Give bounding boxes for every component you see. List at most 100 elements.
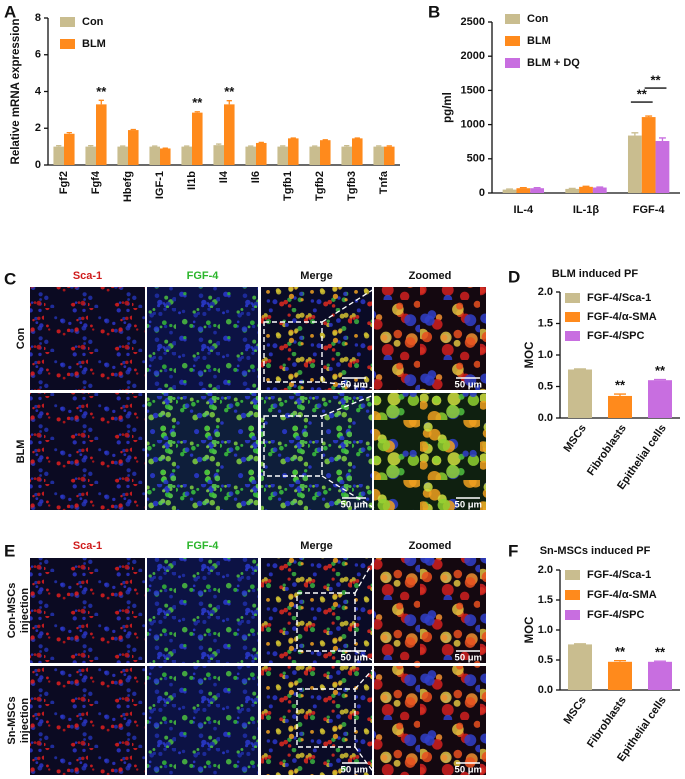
significance: ** — [96, 84, 107, 99]
bar — [288, 138, 299, 165]
zoom-guide — [354, 559, 375, 594]
error-bar — [614, 393, 626, 396]
legend-label: FGF-4/Sca-1 — [587, 569, 651, 581]
legend-label: Con — [527, 13, 549, 25]
micrograph — [374, 666, 486, 775]
legend-label: BLM — [527, 35, 551, 47]
error-bar — [654, 378, 666, 381]
bar — [608, 395, 632, 418]
y-axis-label: Relative mRNA expression — [10, 19, 22, 165]
zoom-guide — [354, 667, 375, 690]
error-bar — [226, 100, 232, 105]
zoom-guide — [321, 394, 375, 417]
bar — [516, 188, 531, 193]
column-header: Merge — [300, 540, 332, 552]
micrograph — [261, 666, 372, 775]
x-tick-label: IL-1β — [573, 204, 600, 216]
error-bar — [312, 145, 318, 147]
bar — [160, 148, 171, 165]
significance: ** — [192, 95, 203, 110]
zoom-guide — [354, 746, 375, 774]
legend-swatch — [565, 331, 580, 341]
y-tick-label: 1500 — [461, 84, 485, 96]
micrograph — [30, 666, 145, 775]
error-bar — [386, 145, 392, 147]
bar — [502, 189, 517, 193]
error-bar — [654, 660, 666, 662]
bar — [655, 141, 670, 193]
column-header: Sca-1 — [73, 270, 102, 282]
micrograph — [147, 393, 258, 510]
error-bar — [248, 145, 254, 147]
error-bar — [519, 187, 527, 189]
micrograph — [147, 287, 258, 390]
error-bar — [98, 99, 104, 105]
error-bar — [506, 188, 513, 190]
x-tick-label: IGF-1 — [154, 171, 166, 199]
bar — [245, 146, 256, 165]
y-tick-label: 0.0 — [538, 684, 553, 696]
x-tick-label: IL-4 — [514, 204, 534, 216]
bar — [627, 135, 642, 193]
column-header: Zoomed — [409, 540, 452, 552]
panel-label: E — [4, 541, 15, 560]
x-tick-label: Fibroblasts — [585, 423, 629, 478]
bar — [530, 188, 545, 193]
bar — [256, 142, 267, 165]
error-bar — [88, 145, 94, 147]
legend-swatch — [505, 14, 520, 24]
row-label: Sn-MSCs — [6, 696, 18, 744]
bar — [648, 380, 672, 418]
bar — [592, 187, 607, 193]
bar — [579, 186, 593, 193]
error-bar — [216, 143, 222, 146]
error-bar — [56, 145, 62, 147]
significance: ** — [637, 86, 648, 101]
x-tick-label: Tnfa — [378, 170, 390, 194]
bar — [373, 146, 384, 165]
significance: ** — [650, 72, 661, 87]
bar — [352, 138, 363, 165]
x-tick-label: FGF-4 — [633, 204, 666, 216]
error-bar — [280, 145, 286, 147]
bar — [96, 104, 107, 165]
x-tick-label: Fibroblasts — [585, 695, 629, 750]
legend-swatch — [505, 36, 520, 46]
bar — [53, 146, 64, 165]
bar — [277, 146, 288, 165]
bar — [224, 104, 235, 165]
bar — [64, 133, 75, 165]
legend-label: FGF-4/α-SMA — [587, 311, 657, 323]
y-tick-label: 0.5 — [538, 654, 553, 666]
zoom-box — [296, 688, 356, 748]
error-bar — [376, 145, 382, 147]
scale-bar-label: 50 μm — [455, 380, 482, 391]
scale-bar-label: 50 μm — [341, 653, 368, 664]
y-tick-label: 0 — [35, 159, 41, 171]
row-label: Con-MSCs — [6, 583, 18, 639]
x-tick-label: Il1b — [186, 171, 198, 190]
bar — [608, 661, 632, 690]
micrograph — [147, 666, 258, 775]
legend-swatch — [565, 293, 580, 303]
panel-label: F — [508, 541, 518, 560]
zoom-box — [296, 592, 356, 652]
x-tick-label: Il4 — [218, 170, 230, 183]
error-bar — [645, 115, 653, 118]
x-tick-label: MSCs — [561, 423, 588, 455]
panel-label: B — [428, 2, 440, 21]
y-tick-label: 8 — [35, 12, 41, 24]
y-axis-label: MOC — [524, 617, 536, 644]
error-bar — [258, 141, 264, 144]
error-bar — [66, 132, 72, 134]
legend-swatch — [60, 17, 75, 27]
micrograph — [374, 393, 486, 510]
bar — [648, 661, 672, 690]
x-tick-label: Tgfb1 — [282, 171, 294, 201]
significance: ** — [615, 644, 626, 659]
error-bar — [194, 111, 200, 113]
y-tick-label: 1.0 — [538, 624, 553, 636]
legend-label: Con — [82, 16, 104, 28]
error-bar — [582, 185, 590, 187]
y-tick-label: 2.0 — [538, 286, 553, 298]
